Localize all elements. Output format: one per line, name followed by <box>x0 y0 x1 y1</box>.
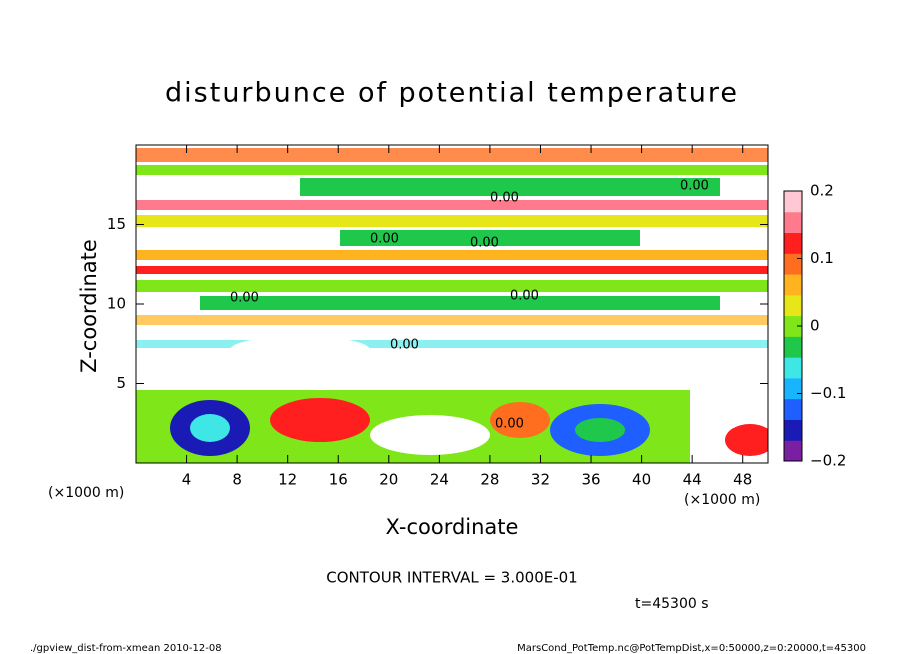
x-axis-label: X-coordinate <box>386 515 519 539</box>
y-unit: (×1000 m) <box>48 485 124 501</box>
x-tick-label: 20 <box>379 471 398 489</box>
x-tick-label: 48 <box>733 471 752 489</box>
x-tick-label: 32 <box>531 471 550 489</box>
colorbar-tick-label: 0 <box>810 317 820 335</box>
contour-label: 0.00 <box>390 338 419 353</box>
contour-label: 0.00 <box>230 291 259 306</box>
contour-label: 0.00 <box>680 179 709 194</box>
x-tick-label: 28 <box>480 471 499 489</box>
x-tick-label: 40 <box>632 471 651 489</box>
annotation: t=45300 s <box>635 596 709 612</box>
contour-label: 0.00 <box>490 191 519 206</box>
x-unit: (×1000 m) <box>684 492 760 508</box>
colorbar-tick-label: −0.2 <box>810 452 846 470</box>
x-tick-label: 16 <box>329 471 348 489</box>
contour-label: 0.00 <box>370 232 399 247</box>
colorbar-segment <box>784 419 802 441</box>
colorbar-segment <box>784 191 802 213</box>
colorbar-segment <box>784 274 802 296</box>
colorbar-segment <box>784 357 802 379</box>
colorbar-tick-label: 0.2 <box>810 182 834 200</box>
colorbar-segment <box>784 440 802 462</box>
contour-label: 0.00 <box>510 289 539 304</box>
y-tick-label: 10 <box>107 295 126 313</box>
contour-label: 0.00 <box>470 236 499 251</box>
colorbar-segment <box>784 253 802 275</box>
footer: MarsCond_PotTemp.nc@PotTempDist,x=0:5000… <box>517 643 866 654</box>
colorbar-tick-label: 0.1 <box>810 249 834 267</box>
y-axis-label: Z-coordinate <box>77 239 101 373</box>
annotation: CONTOUR INTERVAL = 3.000E-01 <box>326 569 577 587</box>
y-tick-label: 15 <box>107 215 126 233</box>
x-tick-label: 24 <box>430 471 449 489</box>
colorbar-segment <box>784 211 802 234</box>
colorbar-tick-label: −0.1 <box>810 384 846 402</box>
colorbar-segment <box>784 398 802 420</box>
x-tick-label: 44 <box>683 471 702 489</box>
colorbar-segment <box>784 294 802 317</box>
colorbar-segment <box>784 232 802 254</box>
contour-label: 0.00 <box>495 417 524 432</box>
colorbar-segment <box>784 315 802 337</box>
x-tick-label: 36 <box>581 471 600 489</box>
chart-title: disturbunce of potential temperature <box>165 78 739 109</box>
x-tick-label: 8 <box>232 471 242 489</box>
colorbar-segment <box>784 336 802 358</box>
x-tick-label: 12 <box>278 471 297 489</box>
y-tick-label: 5 <box>116 374 126 392</box>
contour-labels: 0.00 0.00 0.00 0.00 0.00 0.00 0.00 0.00 <box>230 179 709 432</box>
footer: ./gpview_dist-from-xmean 2010-12-08 <box>30 643 222 654</box>
colorbar-segment <box>784 377 802 400</box>
field <box>136 145 768 463</box>
x-tick-label: 4 <box>182 471 192 489</box>
